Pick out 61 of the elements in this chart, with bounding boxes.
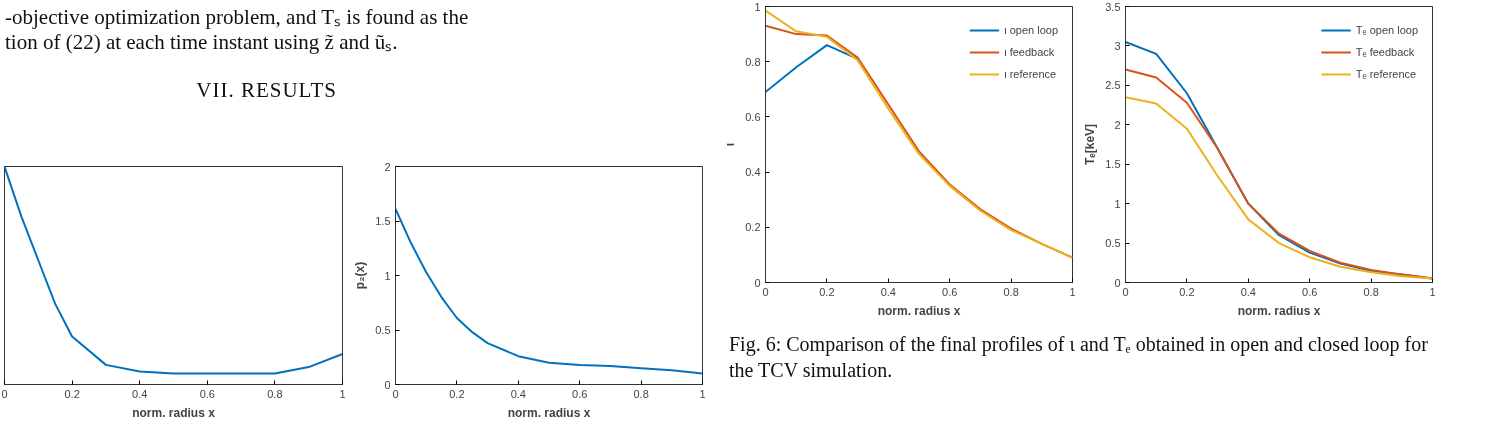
x-tick-label: 0.2 (64, 387, 80, 400)
y-tick-label: 0 (754, 276, 761, 289)
x-tick-label: 0.6 (942, 285, 958, 298)
x-tick-label: 0 (762, 285, 769, 298)
x-tick-label: 0.6 (199, 387, 215, 400)
x-axis-title: norm. radius x (877, 303, 961, 318)
x-tick-label: 0.4 (880, 285, 896, 298)
x-tick-label: 0.8 (1363, 285, 1379, 298)
legend-label: ι feedback (1004, 46, 1055, 58)
y-tick-label: 3.5 (1105, 0, 1121, 13)
x-tick-label: 1 (699, 387, 706, 400)
y-axis-title: Tₑ[keV] (1083, 123, 1098, 166)
x-tick-label: 0.4 (132, 387, 148, 400)
y-axis-title: ι (723, 142, 738, 147)
x-tick-label: 0 (1122, 285, 1129, 298)
caption: Fig. 6: Comparison of the final profiles of ι and Tₑ obtained in open and closed loop for the TCV simulation. (729, 332, 1429, 383)
x-axis-title: norm. radius x (1237, 303, 1321, 318)
y-tick-label: 0.4 (745, 166, 761, 179)
y-tick-label: 0.5 (1105, 237, 1121, 250)
legend-label: ι open loop (1004, 24, 1058, 36)
y-tick-label: 0.8 (745, 55, 761, 68)
x-tick-label: 0.8 (1003, 285, 1019, 298)
y-tick-label: 0.5 (375, 324, 391, 336)
x-tick-label: 0.6 (1302, 285, 1318, 298)
x-tick-label: 0.4 (510, 387, 526, 400)
x-tick-label: 0 (392, 387, 399, 400)
legend-label: Tₑ feedback (1355, 46, 1415, 58)
y-tick-label: 1 (384, 269, 391, 282)
legend-label: Tₑ reference (1355, 68, 1417, 80)
y-tick-label: 1 (1114, 197, 1121, 210)
text: tion of (22) at each time instant using z̃ and ũₛ. (5, 29, 399, 55)
y-axis-title: p₂(x) (353, 261, 368, 290)
y-tick-label: 1.5 (1105, 158, 1121, 171)
x-axis-title: norm. radius x (507, 405, 591, 420)
y-tick-label: 0 (384, 378, 391, 391)
x-tick-label: 0.2 (1179, 285, 1195, 298)
x-tick-label: 0.8 (633, 387, 649, 400)
y-tick-label: 2 (384, 160, 391, 173)
legend-label: Tₑ open loop (1355, 24, 1418, 36)
y-tick-label: 3 (1114, 39, 1121, 52)
legend-label: ι reference (1004, 68, 1057, 80)
x-tick-label: 0.2 (819, 285, 835, 298)
y-tick-label: 0.2 (745, 221, 761, 234)
x-tick-label: 1 (1429, 285, 1436, 298)
y-tick-label: 0 (1114, 276, 1121, 289)
x-tick-label: 0.8 (267, 387, 283, 400)
y-tick-label: 1.5 (375, 215, 391, 227)
x-tick-label: 0.2 (449, 387, 465, 400)
x-axis-title: norm. radius x (132, 405, 216, 420)
x-tick-label: 0.6 (572, 387, 588, 400)
x-tick-label: 0.4 (1240, 285, 1256, 298)
y-tick-label: 0.6 (745, 110, 761, 123)
text: VII. RESULTS (195, 77, 338, 104)
line-series (395, 208, 703, 375)
x-tick-label: 1 (339, 387, 346, 400)
y-tick-label: 2.5 (1105, 79, 1121, 92)
x-tick-label: 1 (1069, 285, 1076, 298)
x-tick-label: 0 (1, 387, 8, 400)
text: -objective optimization problem, and Tₛ is found as the (5, 5, 469, 29)
y-tick-label: 2 (1114, 118, 1121, 131)
y-tick-label: 1 (754, 0, 761, 13)
